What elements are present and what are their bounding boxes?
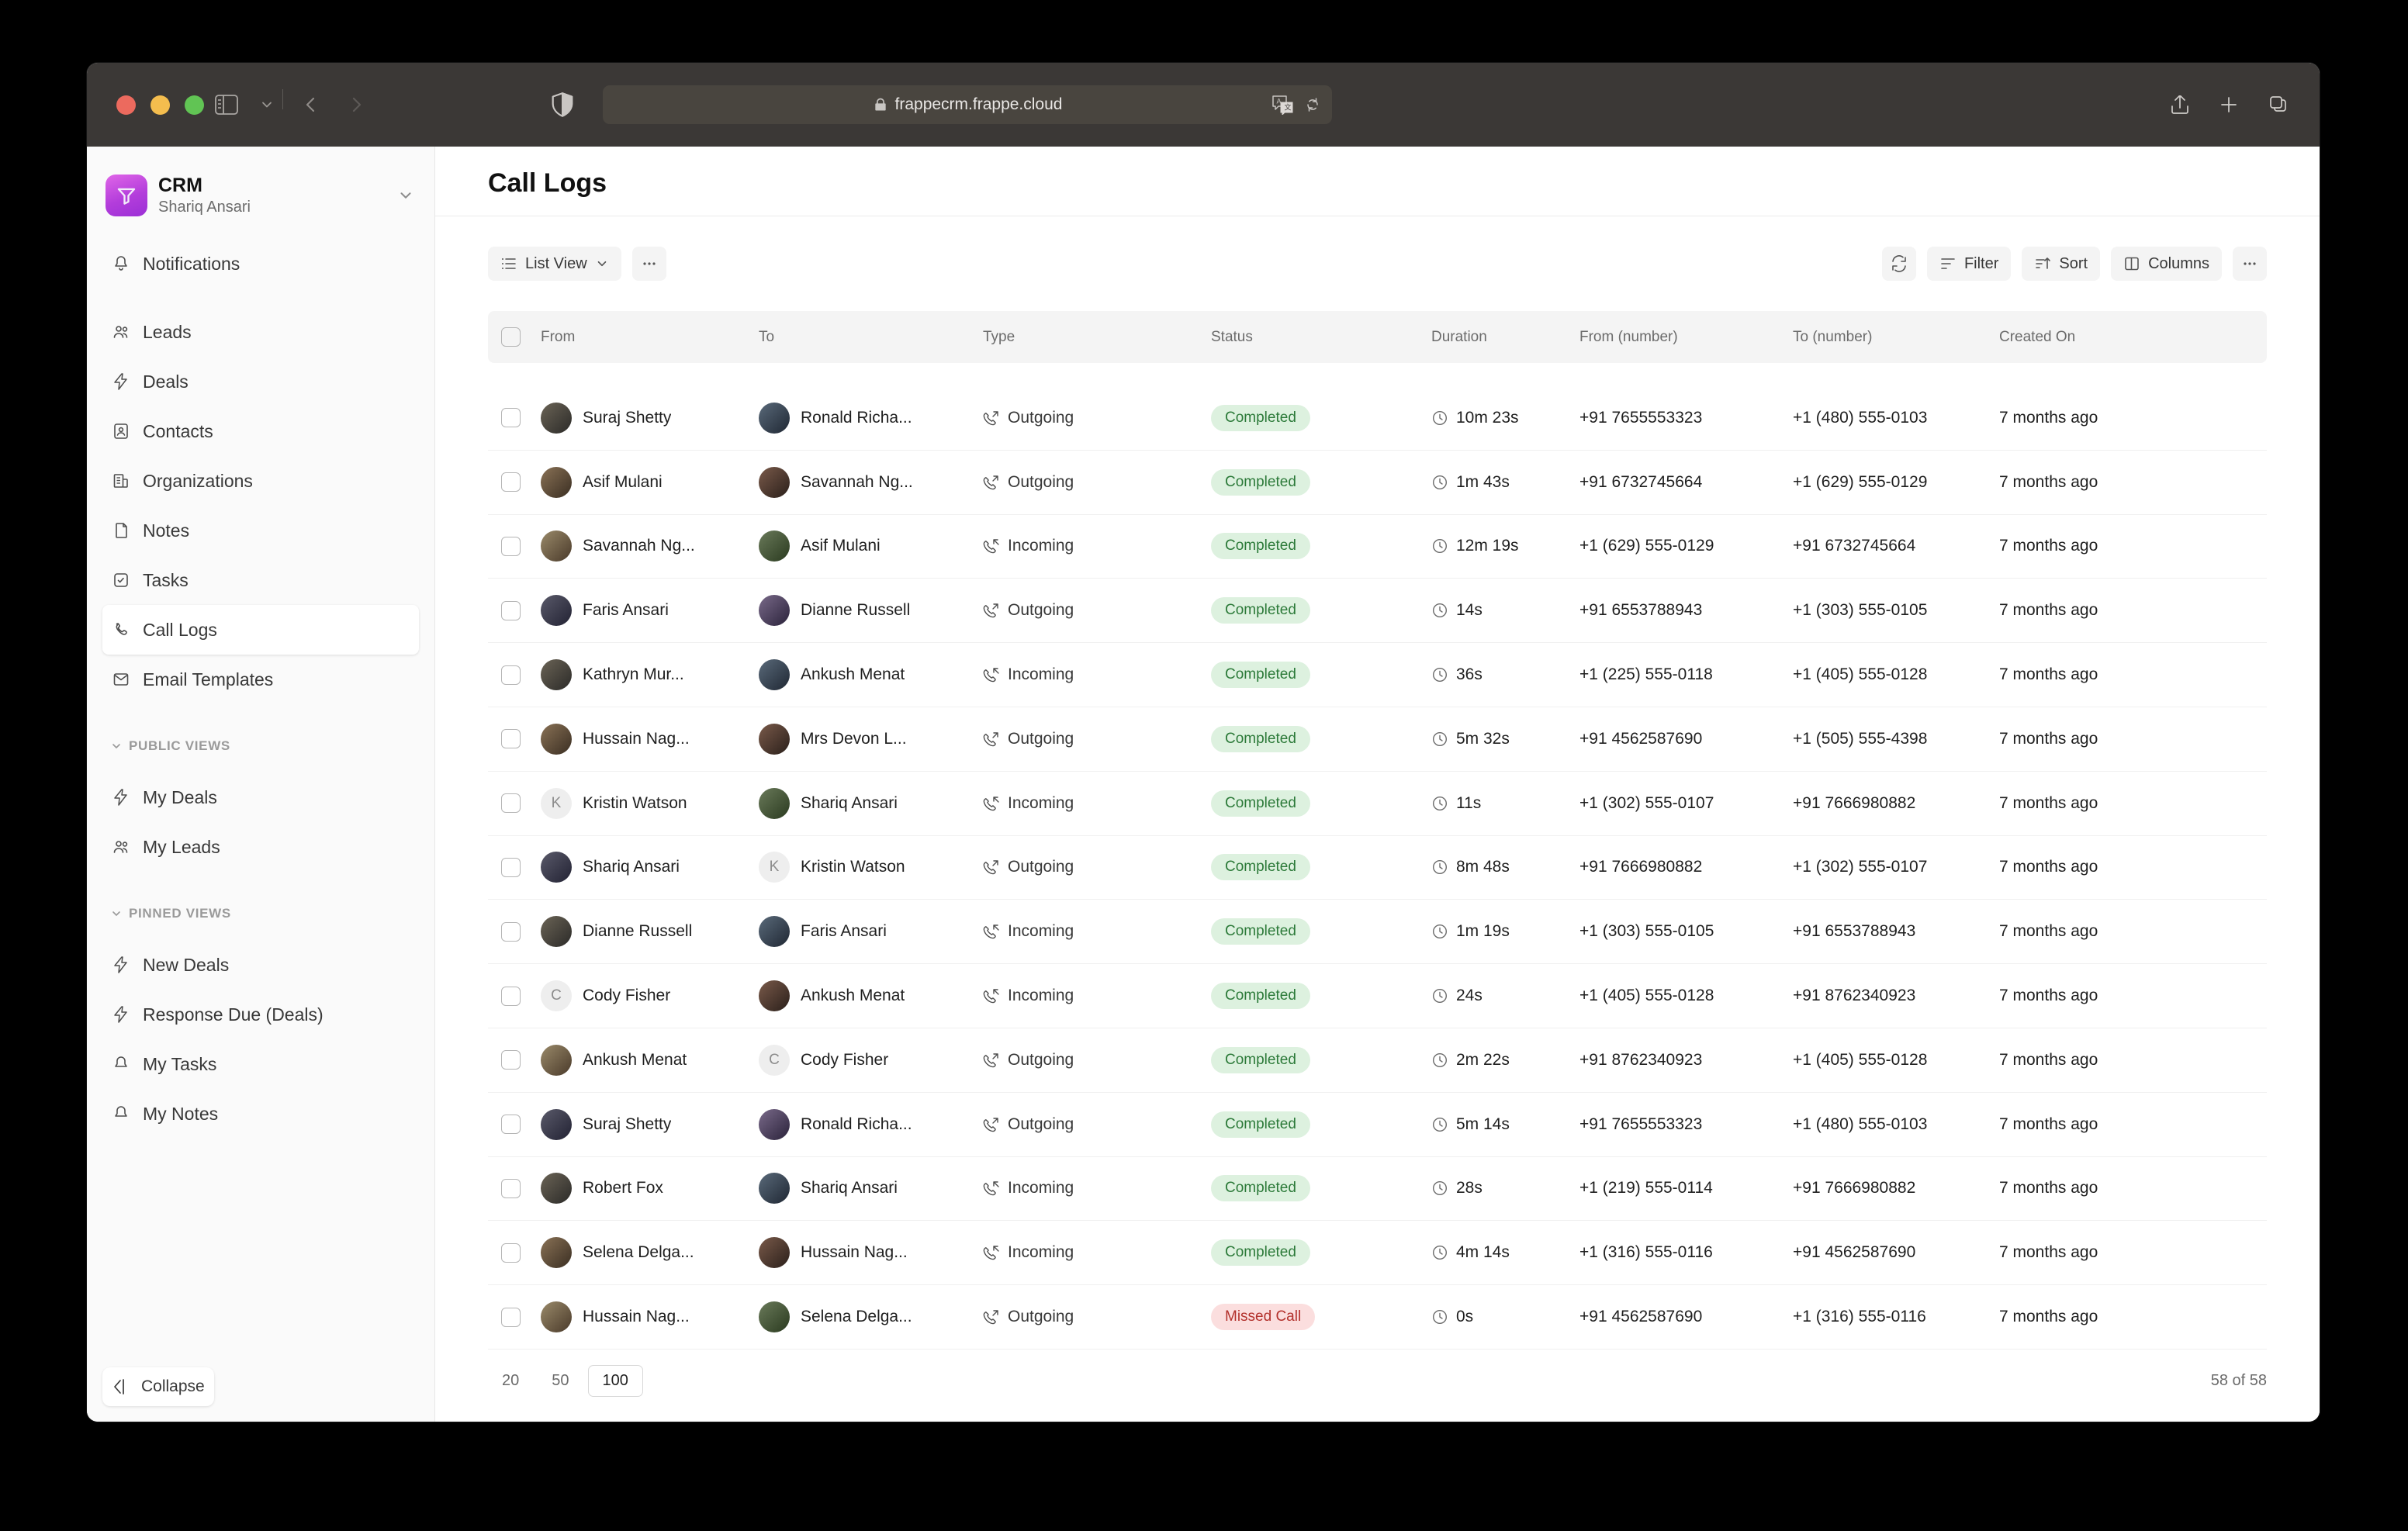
svg-text:文: 文 [1285,103,1292,112]
